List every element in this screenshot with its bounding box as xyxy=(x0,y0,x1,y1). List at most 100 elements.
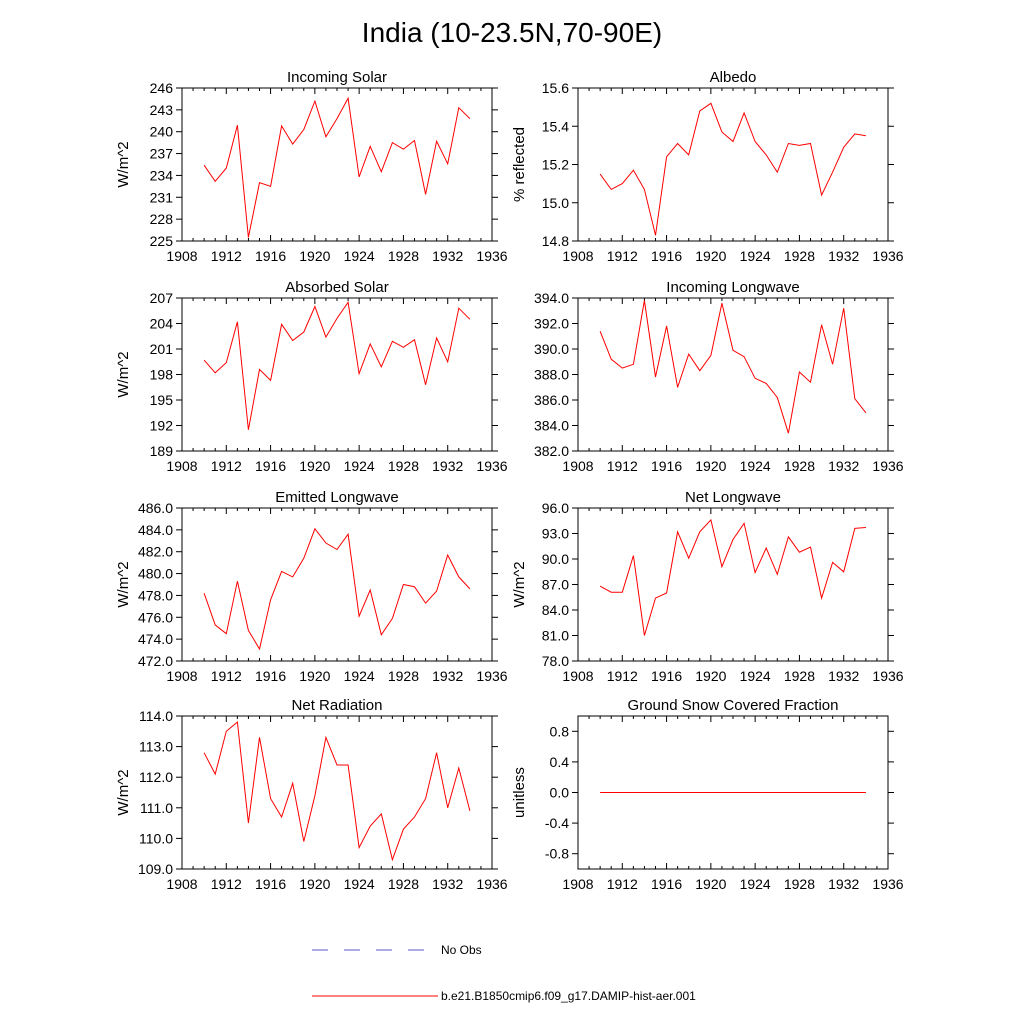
y-tick-label: -0.8 xyxy=(545,846,569,862)
y-tick-label: 228 xyxy=(150,211,174,227)
y-tick-label: 78.0 xyxy=(542,653,569,669)
y-tick-label: 225 xyxy=(150,233,174,249)
y-tick-label: 14.8 xyxy=(542,233,569,249)
y-tick-label: 482.0 xyxy=(138,544,173,560)
panel-title: Incoming Longwave xyxy=(666,279,799,296)
y-tick-label: 201 xyxy=(150,341,174,357)
x-tick-label: 1920 xyxy=(695,458,726,474)
x-tick-label: 1920 xyxy=(695,876,726,892)
y-tick-label: 480.0 xyxy=(138,566,173,582)
panel-8: Ground Snow Covered Fraction 1908 1912 1916… xyxy=(511,697,904,892)
y-tick-label: 192 xyxy=(150,418,174,434)
x-tick-label: 1924 xyxy=(740,458,771,474)
x-tick-label: 1928 xyxy=(388,248,419,264)
y-tick-label: 388.0 xyxy=(534,367,569,383)
x-tick-label: 1932 xyxy=(828,876,859,892)
y-tick-label: 109.0 xyxy=(138,861,173,877)
plot-frame xyxy=(577,87,889,242)
x-tick-label: 1916 xyxy=(255,668,286,684)
y-tick-label: 246 xyxy=(150,80,174,96)
x-tick-label: 1920 xyxy=(299,876,330,892)
y-tick-label: 476.0 xyxy=(138,609,173,625)
x-tick-label: 1932 xyxy=(432,248,463,264)
x-tick-label: 1936 xyxy=(476,458,507,474)
series-line-1 xyxy=(599,300,867,434)
plot-frame xyxy=(181,507,493,662)
x-tick-label: 1932 xyxy=(432,668,463,684)
plot-frame xyxy=(181,87,493,242)
y-tick-label: 0.8 xyxy=(550,723,570,739)
panel-title: Net Longwave xyxy=(685,489,781,506)
legend-label-model: b.e21.B1850cmip6.f09_g17.DAMIP-hist-aer.… xyxy=(441,989,696,1003)
legend-label-no-obs: No Obs xyxy=(441,943,482,957)
series-line-1 xyxy=(203,721,471,862)
y-tick-label: 15.2 xyxy=(542,157,569,173)
y-tick-label: 240 xyxy=(150,124,174,140)
x-tick-label: 1916 xyxy=(255,876,286,892)
x-tick-label: 1928 xyxy=(784,248,815,264)
x-tick-label: 1936 xyxy=(476,668,507,684)
series-line-1 xyxy=(203,96,471,238)
y-tick-label: 15.4 xyxy=(542,118,569,134)
y-tick-label: 237 xyxy=(150,146,174,162)
y-tick-label: 474.0 xyxy=(138,631,173,647)
y-tick-label: 231 xyxy=(150,189,174,205)
x-tick-label: 1920 xyxy=(299,668,330,684)
y-axis-label: unitless xyxy=(511,767,528,818)
x-tick-label: 1912 xyxy=(211,248,242,264)
y-tick-label: 472.0 xyxy=(138,653,173,669)
y-axis-label: W/m^2 xyxy=(115,141,132,187)
y-tick-label: -0.4 xyxy=(545,815,569,831)
y-tick-label: 15.0 xyxy=(542,195,569,211)
y-tick-label: 478.0 xyxy=(138,587,173,603)
x-tick-label: 1932 xyxy=(828,458,859,474)
x-tick-label: 1928 xyxy=(388,458,419,474)
x-tick-label: 1920 xyxy=(695,668,726,684)
panel-1: Incoming Solar 1908 1912 1916 1920 1924 1928 19… xyxy=(115,69,508,264)
series-line-1 xyxy=(599,518,866,636)
y-tick-label: 484.0 xyxy=(138,522,173,538)
y-tick-label: 84.0 xyxy=(542,602,569,618)
series-line-1 xyxy=(599,102,866,236)
y-tick-label: 394.0 xyxy=(534,290,569,306)
y-tick-label: 0.4 xyxy=(550,754,570,770)
y-tick-label: 390.0 xyxy=(534,341,569,357)
x-tick-label: 1928 xyxy=(784,458,815,474)
x-tick-label: 1932 xyxy=(432,458,463,474)
panel-2: Albedo 1908 1912 1916 1920 1924 1928 1932 1936 14… xyxy=(511,69,904,264)
y-axis-label: % reflected xyxy=(511,127,528,202)
plot-frame xyxy=(181,715,493,870)
x-tick-label: 1924 xyxy=(344,248,375,264)
x-tick-label: 1936 xyxy=(872,876,903,892)
series-line-1 xyxy=(203,527,471,651)
x-tick-label: 1928 xyxy=(388,668,419,684)
x-tick-label: 1916 xyxy=(651,458,682,474)
x-tick-label: 1912 xyxy=(607,876,638,892)
panel-title: Absorbed Solar xyxy=(285,279,388,296)
x-tick-label: 1928 xyxy=(388,876,419,892)
panel-6: Net Longwave 1908 1912 1916 1920 1924 1928 1932… xyxy=(511,489,904,684)
x-tick-label: 1908 xyxy=(562,668,593,684)
x-tick-label: 1928 xyxy=(784,668,815,684)
y-tick-label: 111.0 xyxy=(140,800,173,816)
y-tick-label: 81.0 xyxy=(542,628,569,644)
y-tick-label: 486.0 xyxy=(138,500,173,516)
y-tick-label: 96.0 xyxy=(542,500,569,516)
x-tick-label: 1924 xyxy=(344,668,375,684)
x-tick-label: 1916 xyxy=(255,248,286,264)
x-tick-label: 1912 xyxy=(211,668,242,684)
panel-title: Incoming Solar xyxy=(287,69,387,86)
y-tick-label: 113.0 xyxy=(139,739,173,755)
x-tick-label: 1924 xyxy=(740,876,771,892)
x-tick-label: 1932 xyxy=(828,668,859,684)
panel-7: Net Radiation 1908 1912 1916 1920 1924 1928 193… xyxy=(115,697,508,892)
panel-title: Albedo xyxy=(710,69,757,86)
x-tick-label: 1920 xyxy=(299,458,330,474)
x-tick-label: 1912 xyxy=(607,668,638,684)
y-axis-label: W/m^2 xyxy=(115,769,132,815)
x-tick-label: 1912 xyxy=(607,248,638,264)
x-tick-label: 1936 xyxy=(476,248,507,264)
panel-title: Emitted Longwave xyxy=(275,489,398,506)
y-tick-label: 207 xyxy=(150,290,174,306)
x-tick-label: 1932 xyxy=(828,248,859,264)
